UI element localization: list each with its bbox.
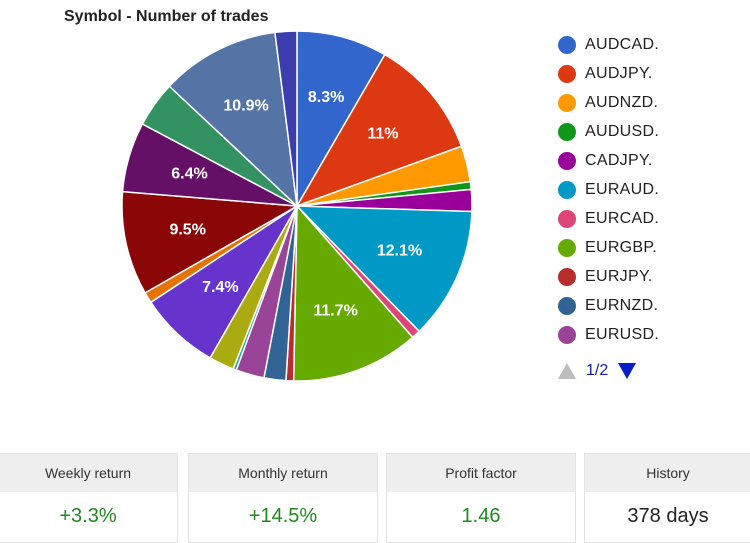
legend-label: EURCAD.	[585, 209, 660, 227]
chart-title: Symbol - Number of trades	[64, 8, 269, 25]
legend-label: CADJPY.	[585, 151, 653, 169]
legend-swatch	[558, 122, 576, 141]
slice-label-13: 7.4%	[202, 279, 238, 296]
legend-item-eurnzd[interactable]: EURNZD.	[558, 291, 659, 320]
history-card: History 378 days	[584, 453, 750, 543]
pie-slice-7[interactable]	[292, 204, 414, 382]
legend-page-indicator: 1/2	[586, 362, 609, 379]
legend-label: EURJPY.	[585, 267, 653, 285]
legend-label: EURAUD.	[585, 180, 660, 198]
legend-swatch	[558, 93, 576, 112]
monthly-return-value: +14.5%	[248, 505, 318, 527]
chart-legend: AUDCAD. AUDJPY. AUDNZD. AUDUSD. CADJPY. …	[558, 30, 659, 349]
triangle-down-icon[interactable]	[618, 363, 637, 379]
monthly-return-title: Monthly return	[189, 454, 377, 492]
slice-label-7: 11.7%	[313, 302, 357, 319]
legend-swatch	[558, 35, 576, 54]
legend-item-cadjpy[interactable]: CADJPY.	[558, 146, 659, 175]
weekly-return-value: +3.3%	[59, 505, 117, 527]
legend-label: AUDCAD.	[585, 35, 660, 53]
legend-item-audjpy[interactable]: AUDJPY.	[558, 59, 659, 88]
legend-item-eurgbp[interactable]: EURGBP.	[558, 233, 659, 262]
legend-item-eurcad[interactable]: EURCAD.	[558, 204, 659, 233]
legend-swatch	[558, 296, 576, 315]
pie-slice-19[interactable]	[274, 30, 298, 207]
legend-label: EURGBP.	[585, 238, 658, 256]
pie-slice-1[interactable]	[295, 53, 463, 208]
legend-swatch	[558, 267, 576, 286]
slice-label-1: 11%	[367, 125, 398, 142]
legend-item-audnzd[interactable]: AUDNZD.	[558, 88, 659, 117]
weekly-return-title: Weekly return	[0, 454, 177, 492]
legend-item-audusd[interactable]: AUDUSD.	[558, 117, 659, 146]
slice-label-5: 12.1%	[377, 242, 422, 259]
slice-label-16: 6.4%	[171, 166, 207, 183]
pie-slice-0[interactable]	[296, 30, 386, 209]
legend-label: AUDJPY.	[585, 64, 653, 82]
legend-label: EURUSD.	[585, 325, 660, 343]
weekly-return-card: Weekly return +3.3%	[0, 453, 178, 543]
slice-label-0: 8.3%	[308, 89, 344, 106]
pie-slice-18[interactable]	[168, 31, 299, 208]
legend-swatch	[558, 180, 576, 199]
legend-swatch	[558, 209, 576, 228]
pie-slice-5[interactable]	[295, 205, 473, 333]
legend-item-audcad[interactable]: AUDCAD.	[558, 30, 659, 59]
legend-label: EURNZD.	[585, 296, 659, 314]
pie-slice-15[interactable]	[121, 190, 300, 294]
slice-label-15: 9.5%	[169, 222, 205, 239]
slice-label-18: 10.9%	[223, 97, 268, 114]
profit-factor-value: 1.46	[461, 505, 501, 527]
pie-chart: 8.3% 11% 12.1% 11.7% 7.4% 9.5% 6.4% 10.9%	[121, 30, 473, 382]
monthly-return-card: Monthly return +14.5%	[188, 453, 378, 543]
legend-swatch	[558, 151, 576, 170]
triangle-up-icon[interactable]	[558, 363, 576, 379]
legend-item-eurusd[interactable]: EURUSD.	[558, 320, 659, 349]
legend-swatch	[558, 325, 576, 344]
legend-swatch	[558, 238, 576, 257]
legend-item-eurjpy[interactable]: EURJPY.	[558, 262, 659, 291]
history-title: History	[585, 454, 750, 492]
legend-pager: 1/2	[558, 362, 637, 380]
legend-label: AUDUSD.	[585, 122, 660, 140]
history-value: 378 days	[627, 505, 709, 527]
legend-swatch	[558, 64, 576, 83]
profit-factor-card: Profit factor 1.46	[386, 453, 576, 543]
legend-label: AUDNZD.	[585, 93, 659, 111]
profit-factor-title: Profit factor	[387, 454, 575, 492]
legend-item-euraud[interactable]: EURAUD.	[558, 175, 659, 204]
